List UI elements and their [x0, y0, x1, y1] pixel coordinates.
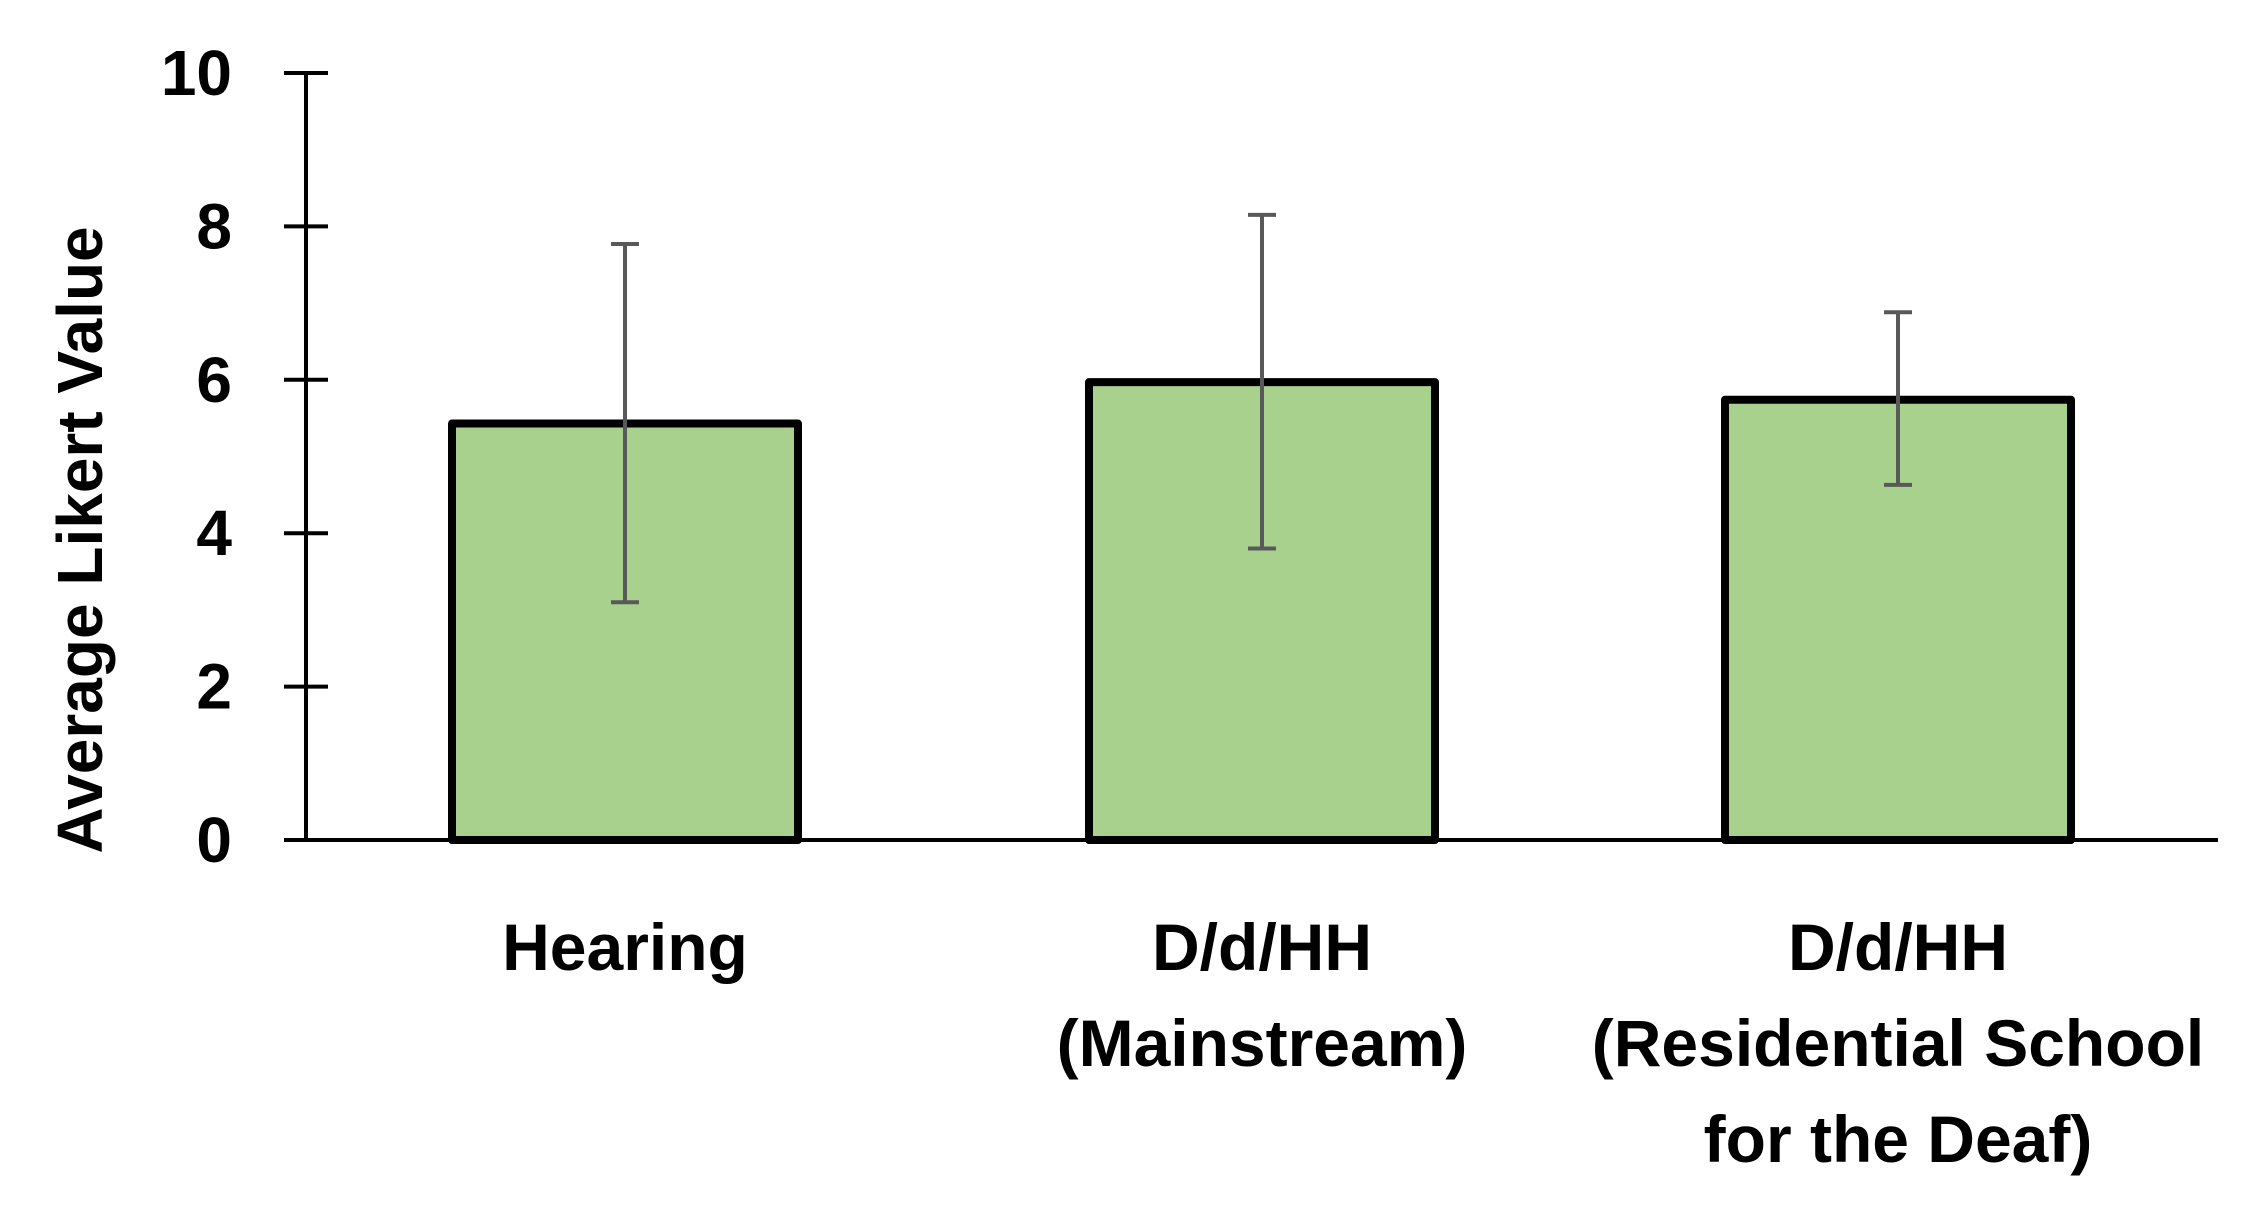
x-category-label-line: Hearing	[502, 910, 748, 984]
x-category-label: Hearing	[502, 910, 748, 984]
bars	[448, 378, 2075, 844]
error-bars	[611, 212, 1912, 605]
y-axis-ticks: 0 2 4 6 8 10	[161, 37, 328, 876]
y-tick-label: 2	[196, 651, 232, 723]
y-tick-label: 4	[196, 497, 232, 569]
axes	[284, 73, 2218, 842]
y-tick-label: 6	[196, 344, 232, 416]
x-category-label-line: D/d/HH	[1788, 910, 2008, 984]
x-category-label-line: for the Deaf)	[1704, 1102, 2093, 1176]
x-category-label: D/d/HH (Mainstream)	[1057, 910, 1468, 1080]
x-category-label-line: (Residential School	[1592, 1006, 2204, 1080]
y-tick-label: 0	[196, 804, 232, 876]
x-category-label-line: (Mainstream)	[1057, 1006, 1468, 1080]
x-category-label-line: D/d/HH	[1152, 910, 1372, 984]
x-category-label: D/d/HH (Residential School for the Deaf)	[1592, 910, 2204, 1176]
x-axis-labels: Hearing D/d/HH (Mainstream) D/d/HH (Resident…	[502, 910, 2204, 1176]
y-tick-label: 10	[161, 37, 232, 109]
y-tick-label: 8	[196, 190, 232, 262]
y-axis-title: Average Likert Value	[44, 226, 116, 853]
